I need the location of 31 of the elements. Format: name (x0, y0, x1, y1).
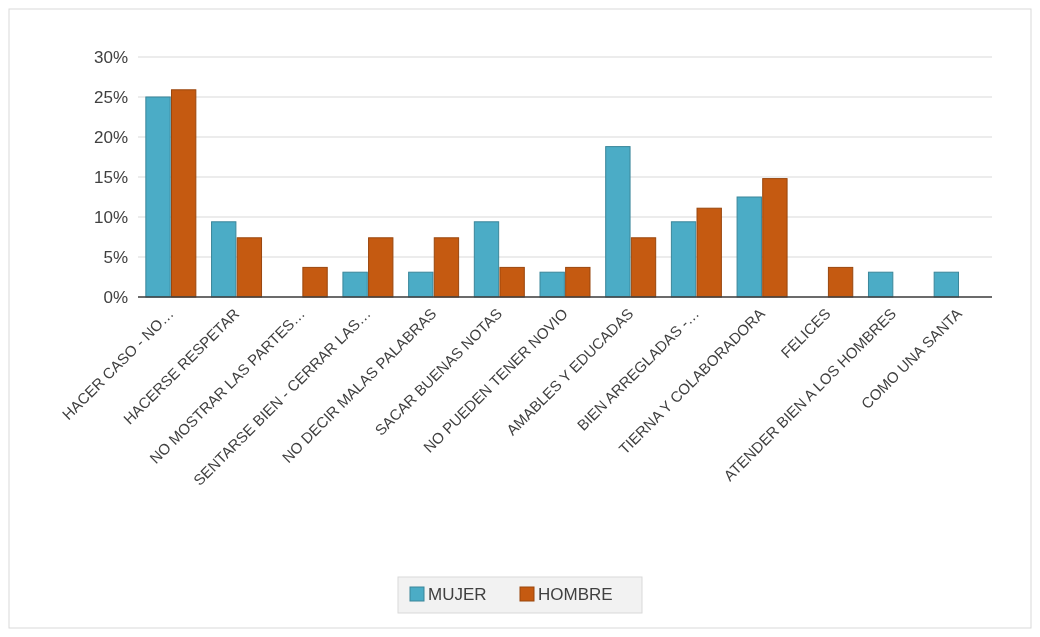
bar (565, 266, 591, 298)
legend-label: HOMBRE (538, 584, 613, 604)
y-tick-label: 15% (93, 167, 128, 187)
bar (867, 271, 894, 298)
bar (630, 237, 657, 298)
bar (762, 178, 788, 298)
bar (499, 266, 525, 298)
y-tick-label: 10% (93, 207, 128, 227)
bar (539, 271, 565, 298)
bar (342, 271, 368, 298)
bar (433, 237, 460, 298)
bar (170, 89, 197, 298)
bar (211, 221, 237, 298)
bar (408, 271, 434, 298)
bar (670, 221, 697, 298)
bar (473, 221, 500, 298)
bar (736, 196, 762, 298)
bar (827, 266, 854, 298)
y-tick-label: 20% (93, 127, 128, 147)
legend-label: MUJER (428, 584, 487, 604)
y-tick-label: 25% (93, 87, 128, 107)
y-tick-label: 30% (93, 47, 128, 67)
bar (302, 266, 328, 298)
bar (696, 207, 722, 298)
bar (145, 96, 171, 298)
bar (236, 237, 263, 298)
bar (368, 237, 394, 298)
bar (933, 271, 960, 298)
bar (605, 146, 631, 298)
y-tick-label: 0% (103, 287, 128, 307)
y-tick-label: 5% (103, 247, 128, 267)
